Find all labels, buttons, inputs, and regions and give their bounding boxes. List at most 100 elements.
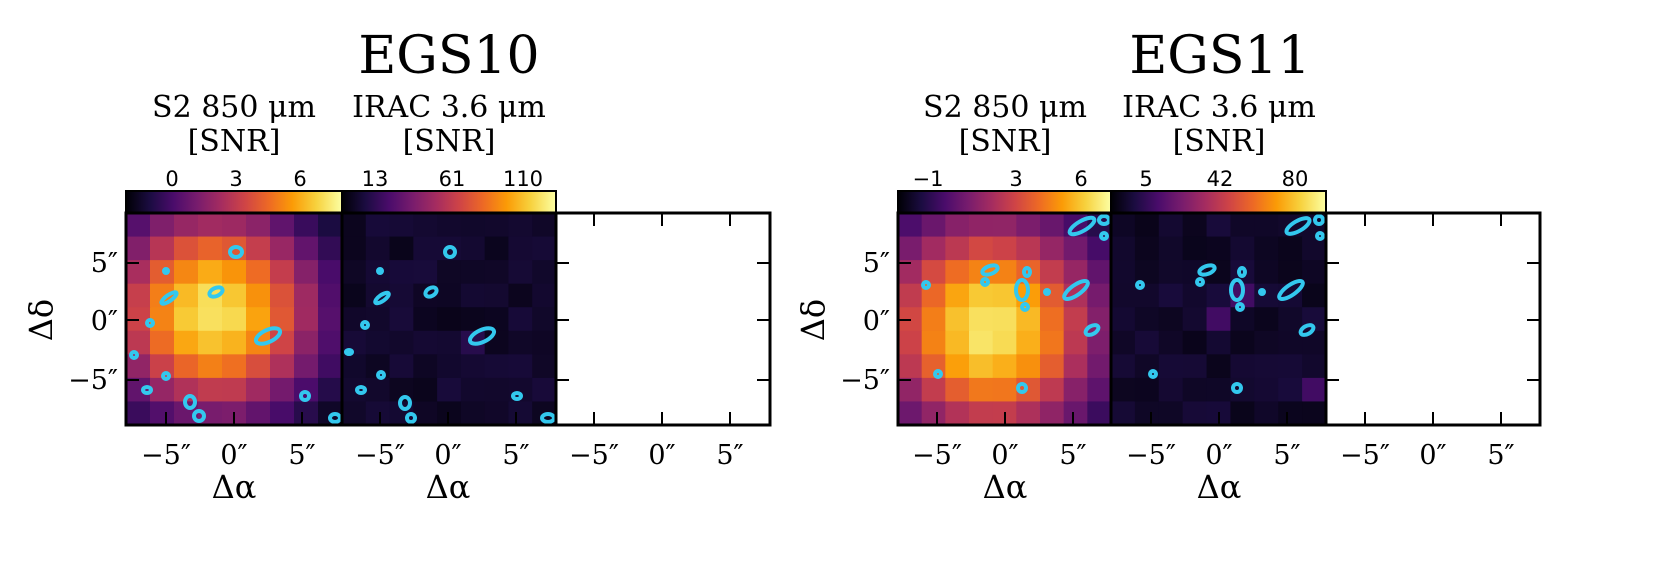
heatmap-cell [1063, 236, 1088, 261]
heatmap-cell [270, 236, 295, 261]
x-tick-label: 0″ [991, 440, 1018, 471]
heatmap-cell [484, 354, 510, 379]
heatmap-cell [1254, 283, 1279, 308]
heatmap-cell [532, 213, 557, 238]
contours-irac [344, 245, 556, 424]
colorbar-tick: 3 [229, 167, 242, 191]
heatmap-cell [898, 236, 923, 261]
heatmap-cell [318, 236, 343, 261]
heatmap-cell [921, 213, 946, 238]
heatmap-cell [945, 401, 970, 426]
heatmap-cell [294, 213, 319, 238]
empty-panel [556, 213, 770, 425]
heatmap-cell [294, 401, 319, 426]
x-tick-label: 5″ [1273, 440, 1300, 471]
heatmap-cell [365, 401, 391, 426]
heatmap-cell [413, 236, 438, 261]
heatmap-cell [198, 354, 223, 379]
heatmap-cell [992, 236, 1017, 261]
heatmap-cell [1182, 213, 1208, 238]
heatmap-cell [945, 377, 970, 403]
source-title: EGS10 [358, 26, 539, 86]
heatmap-cell [1040, 236, 1065, 261]
heatmap-cell [246, 236, 271, 261]
heatmap-cell [1230, 401, 1255, 426]
heatmap-cell [342, 354, 367, 379]
colorbar-tick: 6 [293, 167, 306, 191]
heatmap-cell [460, 213, 486, 238]
heatmap-cell [1111, 330, 1136, 355]
heatmap-cell [1134, 377, 1160, 403]
heatmap-cell [532, 377, 557, 403]
y-axis-label: Δδ [794, 299, 832, 341]
heatmap-cell [969, 236, 994, 261]
heatmap-cell [1016, 330, 1041, 355]
x-tick-label: 0″ [648, 440, 675, 471]
heatmap-cell [1111, 354, 1136, 379]
heatmap-cell [222, 283, 247, 308]
heatmap-cell [174, 236, 199, 261]
heatmap-cell [921, 377, 946, 403]
heatmap-s2-850 [126, 213, 343, 426]
heatmap-cell [921, 330, 946, 355]
heatmap-cell [1111, 283, 1136, 308]
heatmap-cell [270, 354, 295, 379]
heatmap-cell [318, 330, 343, 355]
heatmap-cell [413, 307, 438, 332]
x-tick-label: −5″ [1126, 440, 1176, 471]
heatmap-cell [1206, 307, 1232, 332]
x-tick-label: 5″ [1059, 440, 1086, 471]
y-axis-label: Δδ [22, 299, 60, 341]
heatmap-cell [921, 236, 946, 261]
heatmap-cell [318, 354, 343, 379]
heatmap-cell [1278, 377, 1303, 403]
heatmap-cell [389, 213, 414, 238]
heatmap-cell [365, 330, 391, 355]
y-tick-label: 0″ [91, 306, 118, 337]
x-tick-label: −5″ [569, 440, 619, 471]
heatmap-cell [222, 354, 247, 379]
heatmap-cell [969, 330, 994, 355]
heatmap-cell [1016, 401, 1041, 426]
heatmap-cell [1182, 330, 1208, 355]
x-tick-label: 0″ [434, 440, 461, 471]
heatmap-cell [437, 283, 462, 308]
heatmap-cell [246, 307, 271, 332]
heatmap-cell [126, 283, 151, 308]
heatmap-cell [1111, 377, 1136, 403]
heatmap-cell [898, 260, 923, 285]
heatmap-cell [437, 260, 462, 285]
heatmap-cell [1302, 283, 1327, 308]
x-tick-label: −5″ [1340, 440, 1390, 471]
heatmap-cell [1254, 307, 1279, 332]
panel-label-irac-line1: IRAC 3.6 μm [352, 90, 546, 125]
contours-s2 [129, 245, 342, 424]
heatmap-cell [1302, 354, 1327, 379]
heatmap-cell [1016, 354, 1041, 379]
heatmap-cell [1063, 354, 1088, 379]
heatmap-cell [1254, 213, 1279, 238]
axis-ticks [898, 213, 1540, 425]
panel-label-s2-line2: [SNR] [188, 124, 281, 159]
heatmap-cell [222, 213, 247, 238]
heatmap-cell [1302, 260, 1327, 285]
heatmap-cell [150, 307, 175, 332]
panel-label-irac-line2: [SNR] [1173, 124, 1266, 159]
heatmap-cell [460, 283, 486, 308]
heatmap-cell [1111, 236, 1136, 261]
heatmap-cell [294, 354, 319, 379]
heatmap-cell [1111, 213, 1136, 238]
x-axis-label: Δα [1197, 468, 1242, 506]
heatmap-cell [460, 401, 486, 426]
empty-panel [1326, 213, 1540, 425]
heatmap-cell [174, 307, 199, 332]
heatmap-cell [413, 330, 438, 355]
heatmap-cell [532, 330, 557, 355]
heatmap-cell [460, 260, 486, 285]
heatmap-cell [294, 236, 319, 261]
panel-label-irac-line2: [SNR] [403, 124, 496, 159]
heatmap-cell [484, 213, 510, 238]
heatmap-cell [1278, 330, 1303, 355]
heatmap-cell [1230, 236, 1255, 261]
heatmap-cell [342, 260, 367, 285]
